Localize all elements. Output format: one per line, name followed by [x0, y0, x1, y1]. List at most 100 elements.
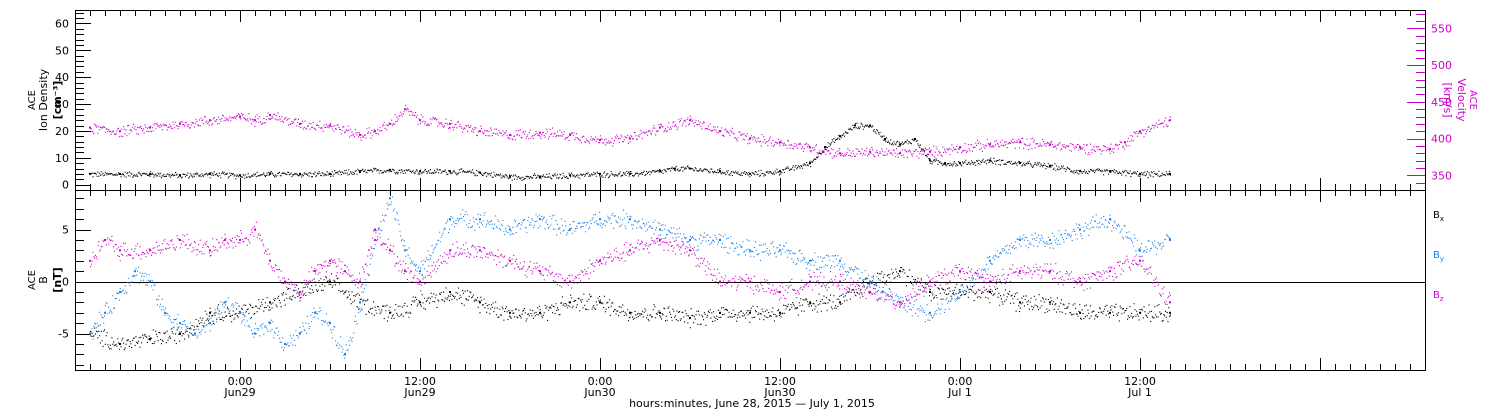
velocity-point: [209, 119, 211, 122]
b-by-point: [224, 301, 226, 304]
b-bz-point: [374, 228, 376, 231]
b-by-point: [779, 249, 781, 252]
velocity-point: [239, 115, 241, 118]
velocity-axis-ticks: [1407, 14, 1425, 184]
b-bx-point: [839, 301, 841, 304]
ion-density-point: [884, 137, 886, 140]
b-bx-point: [989, 290, 991, 293]
ion-density-point: [299, 172, 301, 175]
density-label-line: ACE: [27, 90, 38, 110]
b-by-point: [449, 218, 451, 221]
b-bz-point: [329, 259, 331, 262]
b-bx-point: [1109, 311, 1111, 314]
legend-by: By: [1433, 250, 1444, 263]
velocity-point: [629, 137, 631, 140]
b-bz-point: [749, 280, 751, 283]
velocity-point: [929, 150, 931, 153]
ion-density-point: [989, 159, 991, 162]
ion-density-point: [209, 172, 211, 175]
ion-density-point: [539, 175, 541, 178]
ion-density-point: [119, 172, 121, 175]
b-by-point: [689, 238, 691, 241]
b-by-point: [329, 322, 331, 325]
b-by-point: [314, 311, 316, 314]
ion-density-point: [824, 146, 826, 149]
b-by-point: [254, 332, 256, 335]
b-bz-point: [989, 280, 991, 283]
velocity-point: [179, 122, 181, 125]
b-bz-point: [929, 280, 931, 283]
ion-density-point: [269, 172, 271, 175]
ion-density-point: [914, 137, 916, 140]
b-bz-point: [1049, 270, 1051, 273]
ion-density-point: [689, 167, 691, 170]
b-bz-point: [254, 228, 256, 231]
b-bz-point: [359, 280, 361, 283]
b-bx-point: [1049, 301, 1051, 304]
velocity-point: [989, 143, 991, 146]
b-by-point: [839, 259, 841, 262]
b-by-point: [569, 228, 571, 231]
b-bz-point: [629, 249, 631, 252]
velocity-point: [449, 122, 451, 125]
b-by-point: [509, 228, 511, 231]
ion-density-point: [899, 143, 901, 146]
b-bx-point: [509, 311, 511, 314]
b-bx-point: [179, 332, 181, 335]
velocity-point: [1124, 141, 1126, 144]
b-bz-point: [119, 249, 121, 252]
magnetic-field-panel: -5 0 5 ACE B [nT] Bx By Bz: [27, 190, 1444, 371]
ion-density-point: [854, 124, 856, 127]
time-tick-label: 12:00: [764, 375, 796, 388]
velocity-point: [479, 130, 481, 133]
density-label-line: Ion Density: [37, 68, 50, 131]
ion-density-point: [629, 172, 631, 175]
b-bz-point: [899, 301, 901, 304]
b-bz-point: [104, 238, 106, 241]
b-by-point: [104, 311, 106, 314]
b-bz-point: [839, 280, 841, 283]
velocity-points: [89, 108, 1171, 155]
b-bz-point: [179, 238, 181, 241]
ion-density-point: [509, 175, 511, 178]
ion-density-point: [389, 168, 391, 171]
b-bz-point: [539, 270, 541, 273]
b-bx-point: [689, 316, 691, 319]
time-tick-label: 0:00: [588, 375, 613, 388]
b-by-point: [284, 342, 286, 345]
b-bz-point: [209, 249, 211, 252]
ion-density-point: [419, 170, 421, 173]
b-bz-point: [224, 238, 226, 241]
date-tick-label: Jun30: [763, 386, 795, 399]
b-by-point: [419, 270, 421, 273]
ion-density-point: [779, 170, 781, 173]
legend-bz: Bz: [1433, 290, 1444, 303]
b-by-point: [404, 249, 406, 252]
b-bx-point: [149, 337, 151, 340]
density-tick-label: 30: [55, 98, 69, 111]
b-bx-point: [1139, 311, 1141, 314]
b-bz-point: [659, 238, 661, 241]
b-label-line: ACE: [27, 270, 38, 290]
velocity-tick-label: 350: [1431, 169, 1452, 182]
density-tick-label: 50: [55, 44, 69, 57]
b-bz-point: [869, 290, 871, 293]
b-by-point: [719, 238, 721, 241]
b-bz-point: [89, 259, 91, 262]
b-bx-point: [749, 311, 751, 314]
b-by-point: [809, 259, 811, 262]
ion-density-point: [479, 171, 481, 174]
b-bz-point: [239, 238, 241, 241]
b-bx-point: [779, 311, 781, 314]
velocity-tick-label: 400: [1431, 133, 1452, 146]
velocity-point: [509, 133, 511, 136]
ion-density-point: [674, 167, 676, 170]
ion-density-point: [449, 170, 451, 173]
velocity-point: [689, 119, 691, 122]
ion-density-point: [959, 162, 961, 165]
b-by-point: [239, 311, 241, 314]
velocity-point: [839, 152, 841, 155]
b-bz-cloud: [90, 221, 1171, 310]
b-by-point: [359, 301, 361, 304]
